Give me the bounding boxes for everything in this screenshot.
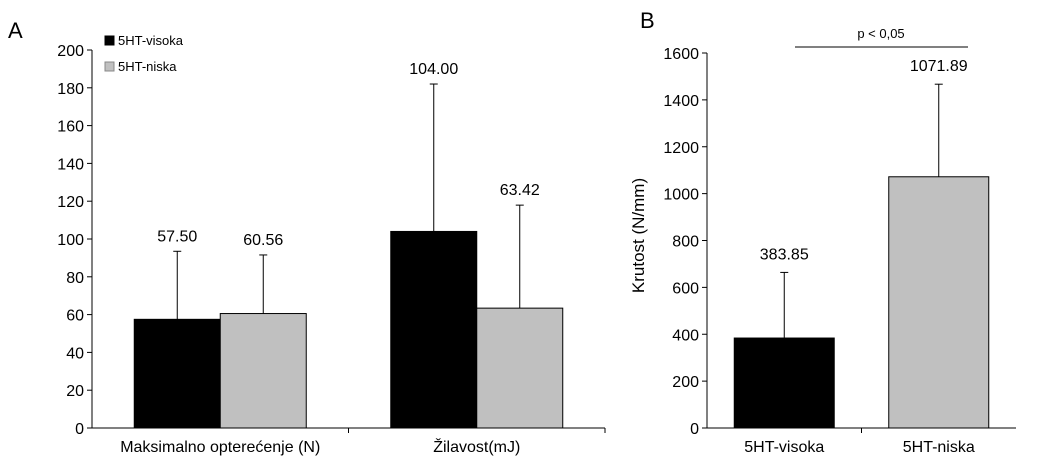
y-tick-label: 1600 (663, 46, 699, 63)
bar (219, 313, 307, 429)
y-tick-label: 180 (57, 81, 84, 98)
x-category-label: 5HT-niska (903, 439, 975, 456)
y-tick-label: 40 (66, 345, 84, 362)
panel-b-chart: 0 200 400 600 800 1000 1200 1400 1600 Krutost (N/… (629, 46, 1016, 456)
x-category-label: 5HT-visoka (744, 439, 824, 456)
y-tick-label: 0 (75, 421, 84, 438)
y-tick-label: 100 (57, 232, 84, 249)
data-label: 57.50 (157, 228, 197, 245)
y-tick-label: 0 (690, 421, 699, 438)
y-tick-label: 140 (57, 156, 84, 173)
y-axis-title: Krutost (N/mm) (629, 178, 648, 293)
y-tick-label: 1400 (663, 93, 699, 110)
legend-label: 5HT-niska (118, 59, 177, 74)
panel-a-letter: A (8, 18, 23, 43)
y-tick-label: 200 (57, 43, 84, 60)
x-category-label: Žilavost(mJ) (433, 437, 520, 456)
bar (888, 176, 990, 429)
y-tick-label: 60 (66, 308, 84, 325)
significance-text: p < 0,05 (857, 26, 904, 41)
significance-annotation: p < 0,05 (795, 26, 968, 48)
bar (476, 307, 564, 429)
y-tick-label: 80 (66, 270, 84, 287)
y-tick-label: 1000 (663, 187, 699, 204)
panel-a-chart: 0 20 40 60 80 100 120 140 160 180 200 57.50 60.56 Mak… (57, 33, 606, 456)
data-label: 60.56 (243, 232, 283, 249)
y-tick-label: 600 (672, 280, 699, 297)
y-tick-label: 800 (672, 234, 699, 251)
legend-swatch (104, 35, 115, 46)
y-tick-label: 400 (672, 327, 699, 344)
y-tick-label: 20 (66, 383, 84, 400)
y-tick-label: 160 (57, 119, 84, 136)
y-tick-label: 200 (672, 374, 699, 391)
bar (733, 337, 835, 429)
y-tick-label: 120 (57, 194, 84, 211)
data-label: 383.85 (760, 246, 809, 263)
legend-swatch (104, 61, 115, 72)
data-label: 63.42 (500, 182, 540, 199)
legend-label: 5HT-visoka (118, 33, 184, 48)
bar (390, 230, 478, 429)
panel-b-letter: B (640, 8, 655, 33)
x-category-label: Maksimalno opterećenje (N) (120, 439, 320, 456)
data-label: 104.00 (409, 61, 458, 78)
data-label: 1071.89 (910, 58, 968, 75)
y-tick-label: 1200 (663, 140, 699, 157)
bar (133, 318, 221, 429)
